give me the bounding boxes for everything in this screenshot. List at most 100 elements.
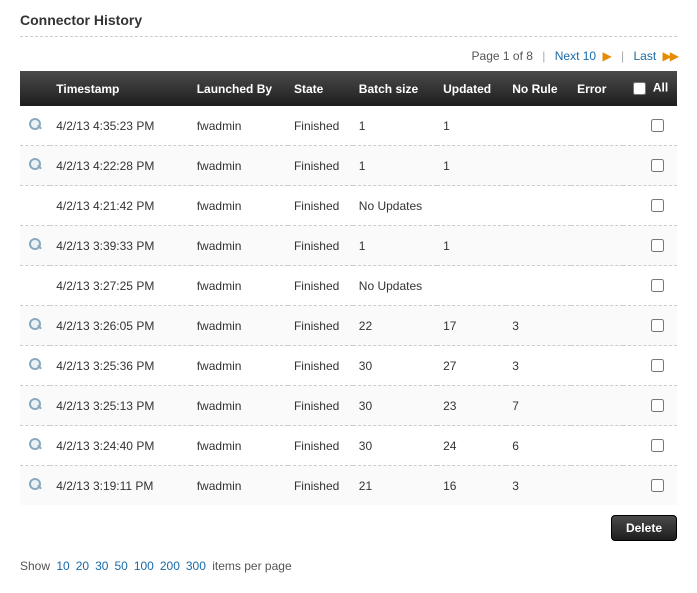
last-page-label: Last xyxy=(634,49,657,63)
delete-button[interactable]: Delete xyxy=(611,515,677,541)
select-cell xyxy=(623,186,677,226)
launched-by-cell: fwadmin xyxy=(191,306,288,346)
row-checkbox[interactable] xyxy=(651,159,664,172)
items-per-page-link[interactable]: 50 xyxy=(114,559,127,573)
magnifier-icon[interactable] xyxy=(28,437,42,451)
launched-by-cell: fwadmin xyxy=(191,146,288,186)
magnifier-icon[interactable] xyxy=(28,237,42,251)
connector-history-page: Connector History Page 1 of 8 | Next 10 … xyxy=(0,0,697,593)
detail-cell xyxy=(20,106,50,146)
state-cell: Finished xyxy=(288,426,353,466)
col-header-all-label: All xyxy=(653,81,668,95)
detail-cell xyxy=(20,146,50,186)
no-rule-cell: 3 xyxy=(506,466,571,506)
last-page-link[interactable]: Last ▶▶ xyxy=(634,49,678,63)
select-cell xyxy=(623,146,677,186)
error-cell xyxy=(571,226,623,266)
select-cell xyxy=(623,426,677,466)
divider xyxy=(20,36,677,37)
select-all-checkbox[interactable] xyxy=(633,82,646,95)
col-header-state[interactable]: State xyxy=(288,71,353,106)
select-cell xyxy=(623,226,677,266)
batch-size-cell: 1 xyxy=(353,146,437,186)
batch-size-cell: No Updates xyxy=(353,266,437,306)
row-checkbox[interactable] xyxy=(651,479,664,492)
items-per-page-link[interactable]: 100 xyxy=(134,559,154,573)
pager-separator: | xyxy=(542,49,545,63)
launched-by-cell: fwadmin xyxy=(191,266,288,306)
table-row: 4/2/13 3:25:13 PMfwadminFinished30237 xyxy=(20,386,677,426)
magnifier-icon[interactable] xyxy=(28,477,42,491)
updated-cell: 1 xyxy=(437,226,506,266)
col-header-updated[interactable]: Updated xyxy=(437,71,506,106)
pager-separator: | xyxy=(621,49,624,63)
error-cell xyxy=(571,186,623,226)
table-row: 4/2/13 3:26:05 PMfwadminFinished22173 xyxy=(20,306,677,346)
row-checkbox[interactable] xyxy=(651,239,664,252)
error-cell xyxy=(571,306,623,346)
launched-by-cell: fwadmin xyxy=(191,466,288,506)
magnifier-icon[interactable] xyxy=(28,357,42,371)
launched-by-cell: fwadmin xyxy=(191,106,288,146)
error-cell xyxy=(571,106,623,146)
row-checkbox[interactable] xyxy=(651,359,664,372)
magnifier-icon[interactable] xyxy=(28,117,42,131)
state-cell: Finished xyxy=(288,106,353,146)
items-per-page-link[interactable]: 10 xyxy=(56,559,69,573)
updated-cell: 24 xyxy=(437,426,506,466)
magnifier-icon[interactable] xyxy=(28,157,42,171)
timestamp-cell: 4/2/13 4:35:23 PM xyxy=(50,106,190,146)
row-checkbox[interactable] xyxy=(651,119,664,132)
error-cell xyxy=(571,146,623,186)
no-rule-cell: 6 xyxy=(506,426,571,466)
table-row: 4/2/13 4:35:23 PMfwadminFinished11 xyxy=(20,106,677,146)
batch-size-cell: 30 xyxy=(353,346,437,386)
col-header-all: All xyxy=(623,71,677,106)
table-row: 4/2/13 3:27:25 PMfwadminFinishedNo Updat… xyxy=(20,266,677,306)
row-checkbox[interactable] xyxy=(651,199,664,212)
detail-cell xyxy=(20,346,50,386)
footer: Delete Show 10203050100200300 items per … xyxy=(20,515,677,573)
items-per-page-link[interactable]: 30 xyxy=(95,559,108,573)
items-per-page-link[interactable]: 20 xyxy=(76,559,89,573)
col-header-launched-by[interactable]: Launched By xyxy=(191,71,288,106)
no-rule-cell: 3 xyxy=(506,346,571,386)
select-cell xyxy=(623,466,677,506)
select-cell xyxy=(623,106,677,146)
row-checkbox[interactable] xyxy=(651,319,664,332)
col-header-no-rule[interactable]: No Rule xyxy=(506,71,571,106)
history-table: Timestamp Launched By State Batch size U… xyxy=(20,71,677,505)
detail-cell xyxy=(20,386,50,426)
table-header-row: Timestamp Launched By State Batch size U… xyxy=(20,71,677,106)
batch-size-cell: 22 xyxy=(353,306,437,346)
chevron-double-right-icon: ▶▶ xyxy=(663,49,677,63)
timestamp-cell: 4/2/13 4:21:42 PM xyxy=(50,186,190,226)
table-row: 4/2/13 3:25:36 PMfwadminFinished30273 xyxy=(20,346,677,386)
items-per-page-link[interactable]: 300 xyxy=(186,559,206,573)
items-per-page-link[interactable]: 200 xyxy=(160,559,180,573)
updated-cell: 1 xyxy=(437,106,506,146)
no-rule-cell: 7 xyxy=(506,386,571,426)
row-checkbox[interactable] xyxy=(651,279,664,292)
row-checkbox[interactable] xyxy=(651,399,664,412)
select-cell xyxy=(623,346,677,386)
state-cell: Finished xyxy=(288,146,353,186)
magnifier-icon[interactable] xyxy=(28,317,42,331)
magnifier-icon[interactable] xyxy=(28,397,42,411)
no-rule-cell xyxy=(506,226,571,266)
pager-top: Page 1 of 8 | Next 10 ▶ | Last ▶▶ xyxy=(20,45,677,71)
col-header-error[interactable]: Error xyxy=(571,71,623,106)
col-header-batch-size[interactable]: Batch size xyxy=(353,71,437,106)
row-checkbox[interactable] xyxy=(651,439,664,452)
detail-cell xyxy=(20,186,50,226)
error-cell xyxy=(571,266,623,306)
error-cell xyxy=(571,466,623,506)
error-cell xyxy=(571,346,623,386)
show-label: Show xyxy=(20,559,50,573)
col-header-timestamp[interactable]: Timestamp xyxy=(50,71,190,106)
timestamp-cell: 4/2/13 3:25:13 PM xyxy=(50,386,190,426)
launched-by-cell: fwadmin xyxy=(191,426,288,466)
next-page-link[interactable]: Next 10 ▶ xyxy=(555,49,615,63)
batch-size-cell: No Updates xyxy=(353,186,437,226)
detail-cell xyxy=(20,266,50,306)
